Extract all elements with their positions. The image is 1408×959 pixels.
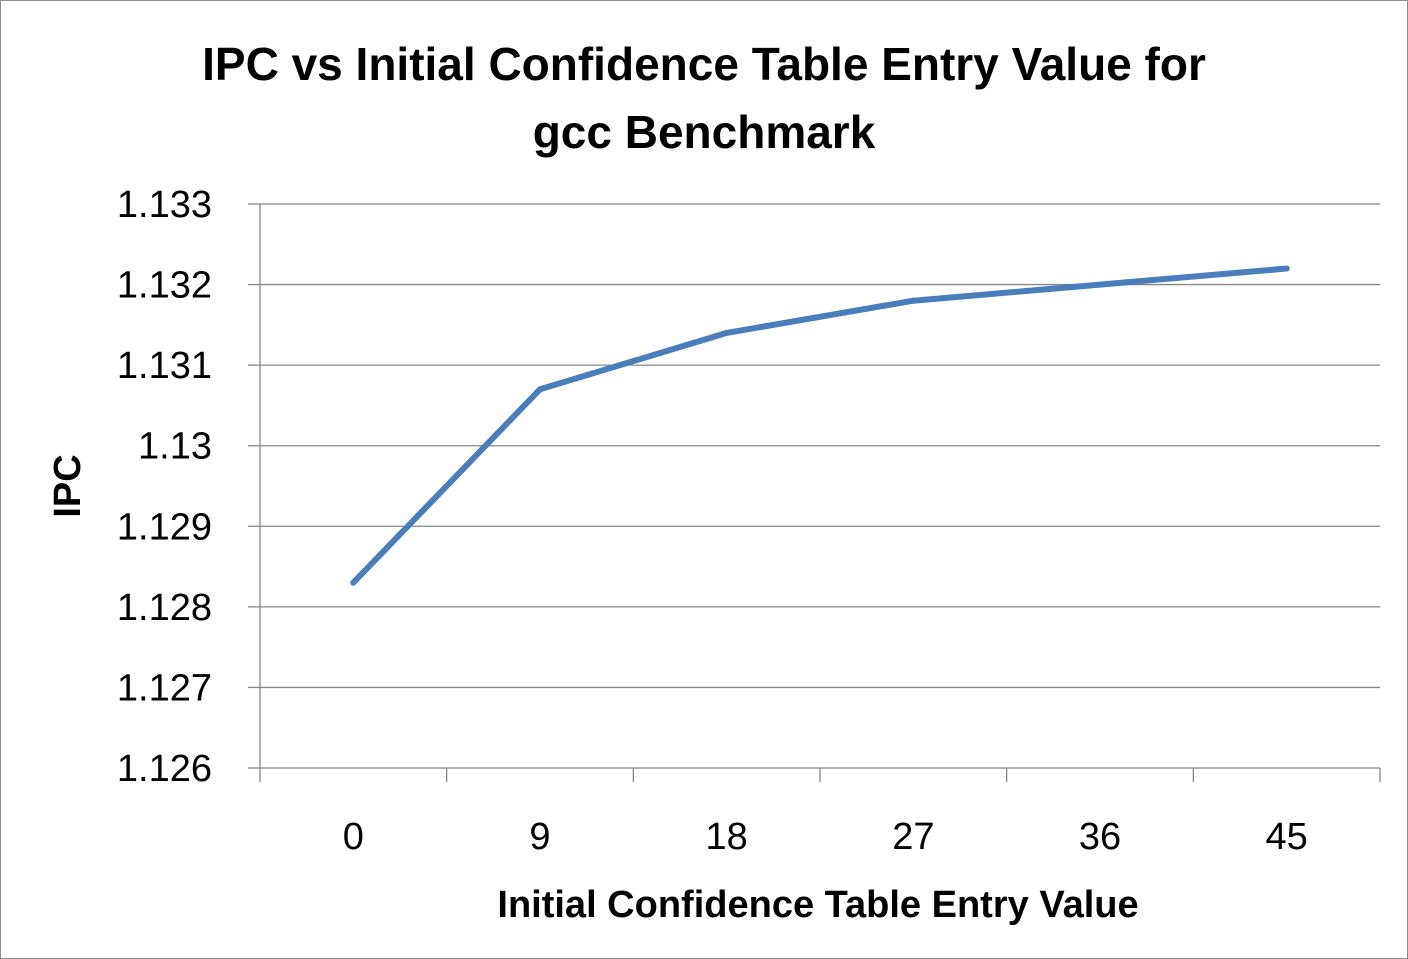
chart-title-line-2: gcc Benchmark — [533, 106, 876, 158]
axes — [248, 203, 1381, 782]
data-point — [910, 297, 917, 304]
x-tick-label: 18 — [706, 816, 748, 858]
series-line — [350, 265, 1290, 586]
y-axis-title: IPC — [47, 454, 89, 517]
chart-title: IPC vs Initial Confidence Table Entry Va… — [202, 38, 1206, 158]
data-point — [723, 329, 730, 336]
chart-title-line-1: IPC vs Initial Confidence Table Entry Va… — [202, 38, 1206, 90]
y-tick-label: 1.13 — [138, 426, 212, 468]
gridlines — [260, 203, 1380, 689]
x-tick-label: 0 — [343, 816, 364, 858]
data-point — [1283, 265, 1290, 272]
x-tick-label: 45 — [1266, 816, 1308, 858]
y-tick-label: 1.131 — [117, 345, 212, 387]
y-tick-label: 1.132 — [117, 265, 212, 307]
data-point — [350, 579, 357, 586]
y-tick-label: 1.133 — [117, 184, 212, 226]
y-tick-label: 1.128 — [117, 587, 212, 629]
x-axis-tick-labels: 0 9 18 27 36 45 — [343, 816, 1308, 858]
x-tick-label: 27 — [892, 816, 934, 858]
data-point — [537, 386, 543, 393]
y-tick-label: 1.129 — [117, 506, 212, 548]
x-tick-label: 9 — [529, 816, 550, 858]
series — [350, 265, 1290, 586]
y-tick-label: 1.126 — [117, 748, 212, 790]
y-tick-label: 1.127 — [117, 667, 212, 709]
data-point — [1097, 281, 1103, 288]
x-tick-label: 36 — [1079, 816, 1121, 858]
y-axis-tick-labels: 1.126 1.127 1.128 1.129 1.13 1.131 1.132 1.133 — [117, 184, 212, 790]
x-axis-title: Initial Confidence Table Entry Value — [497, 884, 1138, 926]
